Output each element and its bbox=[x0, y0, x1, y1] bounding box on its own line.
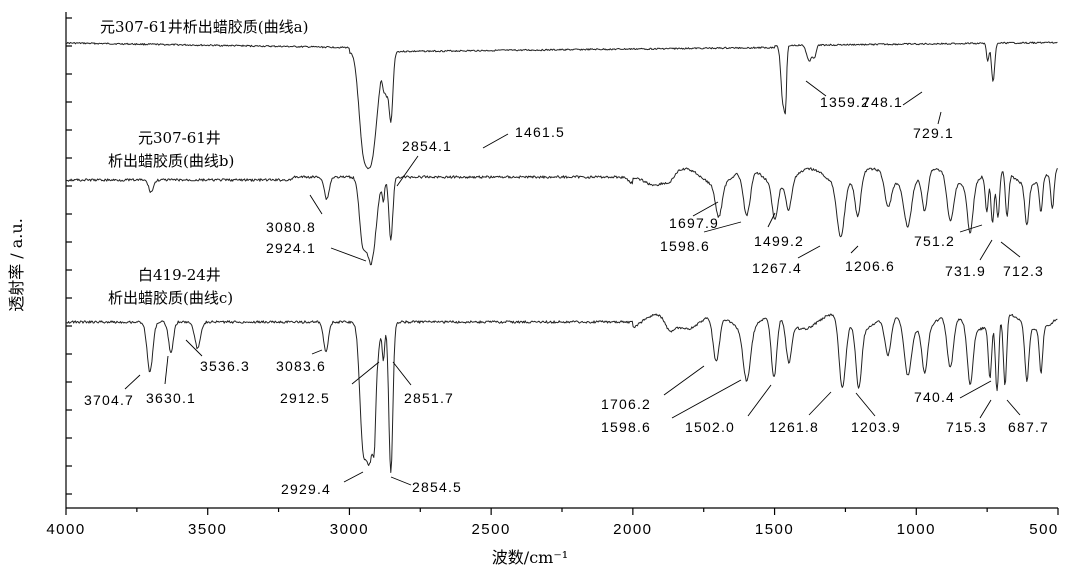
peak-label-1706-2: 1706.2 bbox=[601, 396, 651, 412]
peak-label-1267-4: 1267.4 bbox=[752, 260, 802, 276]
x-tick-label-3500: 3500 bbox=[188, 521, 227, 538]
peak-label-740-4: 740.4 bbox=[914, 389, 955, 405]
leader-731-9 bbox=[979, 239, 993, 261]
leader-1598-6c bbox=[671, 379, 742, 419]
leader-1261-8 bbox=[808, 391, 832, 416]
x-tick-label-1000: 1000 bbox=[897, 521, 936, 538]
peak-label-1598-6-c: 1598.6 bbox=[601, 419, 651, 435]
leader-1359-2 bbox=[805, 80, 827, 97]
leader-751-2 bbox=[959, 224, 983, 233]
curve-a-label: 元307-61井析出蜡胶质(曲线a) bbox=[100, 18, 308, 36]
x-tick-label-2000: 2000 bbox=[613, 521, 652, 538]
peak-label-2854-1: 2854.1 bbox=[402, 138, 452, 154]
leader-729-1 bbox=[937, 111, 942, 125]
x-tick-label-3000: 3000 bbox=[330, 521, 369, 538]
leader-1461-5 bbox=[482, 133, 509, 149]
x-axis-title: 波数/cm⁻¹ bbox=[492, 548, 568, 567]
curve-c-label-line1: 白419-24井 bbox=[138, 266, 221, 284]
leader-740-4 bbox=[959, 380, 992, 399]
peak-label-3630-1: 3630.1 bbox=[146, 390, 196, 406]
peak-label-2912-5: 2912.5 bbox=[280, 390, 330, 406]
peak-label-731-9: 731.9 bbox=[945, 263, 986, 279]
x-tick-label-1500: 1500 bbox=[755, 521, 794, 538]
leader-687-7 bbox=[1006, 399, 1021, 416]
peak-label-1697-9: 1697.9 bbox=[669, 215, 719, 231]
curve-c-label-line2: 析出蜡胶质(曲线c) bbox=[108, 289, 233, 307]
leader-715-3 bbox=[979, 399, 992, 419]
x-tick-label-2500: 2500 bbox=[471, 521, 510, 538]
x-tick-label-500: 500 bbox=[1029, 521, 1059, 538]
curve-b-label-line2: 析出蜡胶质(曲线b) bbox=[108, 152, 234, 170]
leader-1206-6 bbox=[850, 245, 859, 254]
leader-1203-9 bbox=[855, 392, 876, 417]
peak-label-1499-2: 1499.2 bbox=[754, 233, 804, 249]
peak-labels-c: 3704.7 3630.1 3536.3 3083.6 2912.5 2851.… bbox=[84, 339, 1049, 497]
leader-1598-6b bbox=[703, 221, 742, 233]
peak-label-715-3: 715.3 bbox=[946, 419, 987, 435]
series-line-c bbox=[65, 313, 1058, 473]
leader-2929-4 bbox=[343, 471, 364, 483]
peak-label-2854-5: 2854.5 bbox=[412, 479, 462, 495]
peak-label-3080-8: 3080.8 bbox=[266, 219, 316, 235]
peak-label-748-1: 748.1 bbox=[862, 94, 903, 110]
leader-3083-6 bbox=[311, 349, 323, 355]
x-axis-ticks bbox=[65, 508, 1059, 515]
series-line-a bbox=[66, 41, 1058, 170]
peak-label-2929-4: 2929.4 bbox=[281, 481, 331, 497]
peak-label-3704-7: 3704.7 bbox=[84, 392, 134, 408]
leader-2924-1 bbox=[330, 247, 367, 262]
leader-2851-7 bbox=[392, 361, 412, 386]
leader-3630-1 bbox=[164, 355, 169, 385]
peak-labels-a: 2854.1 1461.5 1359.2 748.1 729.1 bbox=[396, 80, 954, 187]
leader-2912-5 bbox=[351, 361, 380, 385]
peak-label-1461-5: 1461.5 bbox=[515, 124, 565, 140]
leader-712-3 bbox=[1000, 241, 1021, 258]
x-axis-tick-labels: 4000 3500 3000 2500 2000 1500 1000 500 bbox=[46, 521, 1059, 538]
y-axis-title: 透射率 / a.u. bbox=[7, 218, 26, 312]
x-tick-label-4000: 4000 bbox=[46, 521, 85, 538]
peak-label-1261-8: 1261.8 bbox=[769, 419, 819, 435]
leader-2854-1 bbox=[396, 155, 419, 187]
peak-label-1206-6: 1206.6 bbox=[845, 258, 895, 274]
peak-label-1502-0: 1502.0 bbox=[685, 419, 735, 435]
leader-1706-2 bbox=[663, 365, 705, 396]
peak-labels-b: 3080.8 2924.1 1697.9 1598.6 1499.2 1267.… bbox=[266, 194, 1044, 279]
peak-label-3536-3: 3536.3 bbox=[200, 358, 250, 374]
peak-label-3083-6: 3083.6 bbox=[276, 358, 326, 374]
leader-1499-2 bbox=[767, 212, 776, 228]
y-axis-ticks bbox=[66, 17, 72, 495]
curve-b-label-line1: 元307-61井 bbox=[138, 129, 221, 147]
leader-2854-5 bbox=[390, 476, 412, 486]
peak-label-1598-6-b: 1598.6 bbox=[660, 238, 710, 254]
peak-label-1359-2: 1359.2 bbox=[820, 94, 870, 110]
leader-748-1 bbox=[902, 91, 923, 106]
peak-label-2851-7: 2851.7 bbox=[404, 390, 454, 406]
series-line-b bbox=[65, 167, 1058, 266]
peak-label-687-7: 687.7 bbox=[1008, 419, 1049, 435]
leader-3536-3 bbox=[185, 339, 203, 357]
peak-label-2924-1: 2924.1 bbox=[266, 240, 316, 256]
leader-3704-7 bbox=[124, 374, 141, 390]
peak-label-1203-9: 1203.9 bbox=[851, 419, 901, 435]
leader-1502-0 bbox=[747, 384, 772, 417]
leader-3080-8 bbox=[309, 194, 323, 215]
peak-label-729-1: 729.1 bbox=[913, 125, 954, 141]
peak-label-751-2: 751.2 bbox=[914, 233, 955, 249]
peak-label-712-3: 712.3 bbox=[1003, 263, 1044, 279]
leader-1697-9 bbox=[692, 201, 719, 217]
leader-1267-4 bbox=[797, 245, 821, 259]
